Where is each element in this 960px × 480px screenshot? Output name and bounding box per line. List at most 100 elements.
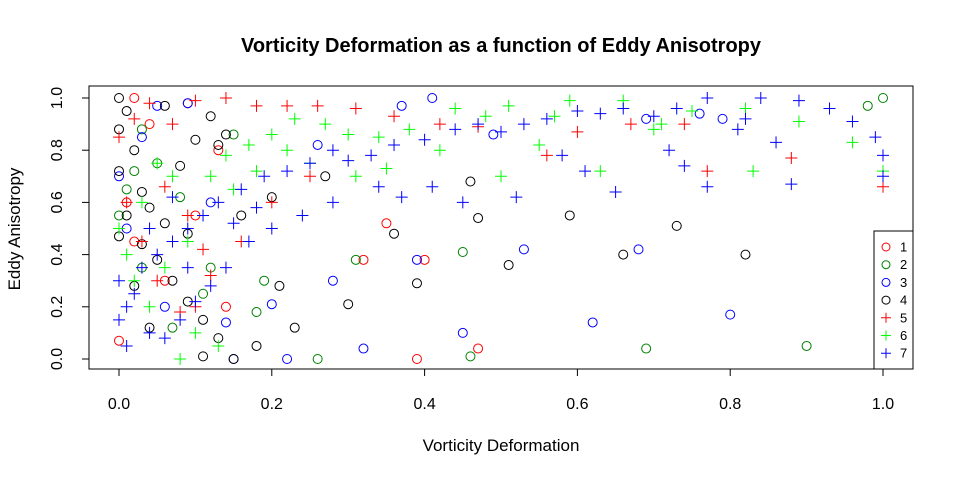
data-point	[349, 102, 362, 115]
data-point	[433, 118, 446, 131]
data-point	[219, 149, 232, 162]
data-point	[120, 196, 133, 209]
data-point	[647, 110, 660, 123]
data-point	[701, 180, 714, 193]
data-point	[144, 202, 155, 213]
data-point	[785, 178, 798, 191]
data-point	[418, 133, 431, 146]
data-point	[120, 248, 133, 261]
data-point	[114, 210, 124, 221]
data-points	[113, 92, 889, 365]
data-point	[213, 139, 224, 150]
data-point	[121, 210, 132, 221]
data-point	[265, 196, 278, 209]
data-point	[311, 99, 324, 112]
data-point	[120, 339, 133, 352]
data-point	[312, 139, 323, 150]
data-point	[136, 132, 147, 143]
data-point	[472, 118, 485, 131]
data-point	[503, 260, 514, 271]
data-point	[227, 217, 240, 230]
data-point	[204, 269, 217, 282]
data-point	[312, 354, 323, 364]
data-point	[250, 165, 263, 178]
data-point	[189, 94, 202, 107]
data-point	[488, 129, 499, 140]
data-point	[624, 118, 637, 131]
data-point	[731, 123, 744, 136]
data-point	[846, 136, 859, 149]
data-point	[228, 354, 239, 364]
data-point	[197, 209, 210, 222]
data-point	[213, 145, 224, 156]
data-point	[609, 185, 622, 198]
data-point	[479, 110, 492, 123]
legend-item: 1	[881, 240, 907, 255]
data-point	[533, 138, 546, 151]
y-tick-label: 0.0	[49, 348, 66, 370]
data-point	[190, 134, 201, 145]
data-point	[181, 235, 194, 248]
data-point	[182, 98, 193, 109]
data-point	[678, 118, 691, 131]
data-point	[433, 144, 446, 157]
data-point	[877, 149, 889, 162]
data-point	[878, 93, 888, 103]
data-point	[846, 115, 859, 128]
data-point	[869, 131, 882, 144]
data-point	[548, 110, 561, 123]
data-point	[540, 149, 553, 162]
data-point	[113, 274, 125, 287]
legend-label: 4	[900, 293, 907, 308]
data-point	[274, 280, 285, 291]
data-point	[304, 157, 316, 170]
data-point	[259, 275, 270, 286]
data-point	[395, 191, 408, 204]
data-point	[502, 99, 515, 112]
data-point	[128, 287, 141, 300]
data-point	[372, 180, 385, 193]
data-point	[739, 112, 752, 125]
data-point	[510, 191, 523, 204]
data-point	[128, 112, 141, 125]
data-point	[717, 113, 728, 124]
data-point	[564, 210, 575, 221]
x-tick-label: 0.6	[566, 396, 588, 413]
legend-item: 5	[881, 310, 907, 325]
data-point	[158, 180, 171, 193]
legend-item: 2	[881, 257, 907, 272]
data-point	[517, 118, 530, 131]
data-point	[250, 201, 263, 214]
legend-item: 7	[881, 346, 907, 361]
data-point	[114, 335, 124, 346]
data-point	[617, 102, 630, 115]
data-point	[320, 171, 331, 182]
legend-label: 1	[900, 240, 907, 255]
data-point	[670, 102, 683, 115]
x-tick-label: 0.0	[108, 396, 130, 413]
data-point	[618, 249, 629, 260]
data-point	[151, 157, 164, 170]
legend-marker	[881, 312, 891, 323]
data-point	[449, 123, 462, 136]
data-point	[251, 307, 262, 318]
data-point	[641, 113, 652, 124]
data-point	[427, 93, 438, 103]
legend-marker	[881, 277, 891, 287]
data-point	[419, 254, 430, 265]
data-point	[281, 165, 294, 178]
data-point	[128, 274, 141, 287]
data-point	[228, 129, 239, 140]
data-point	[563, 94, 576, 107]
data-point	[135, 235, 148, 248]
data-point	[219, 92, 232, 104]
data-point	[372, 131, 385, 144]
data-point	[465, 176, 476, 187]
data-point	[358, 343, 369, 354]
chart-title: Vorticity Deformation as a function of E…	[241, 35, 762, 57]
data-point	[114, 93, 124, 103]
data-point	[663, 144, 676, 157]
data-point	[220, 129, 231, 140]
data-point	[389, 228, 400, 239]
